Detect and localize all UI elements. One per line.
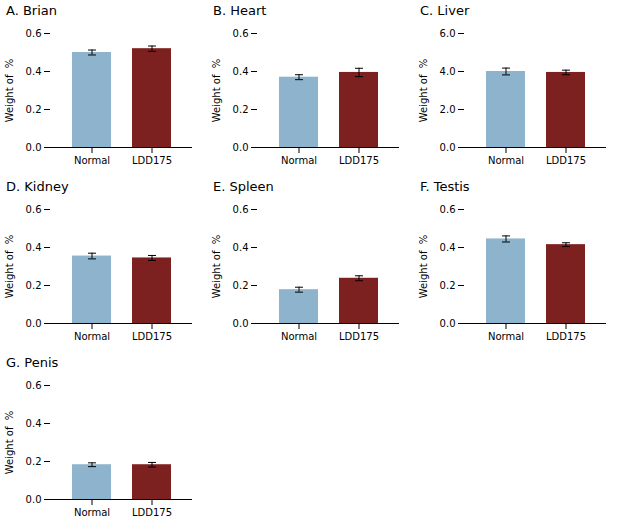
svg-text:Normal: Normal [488,155,524,166]
svg-text:0.6: 0.6 [26,204,42,215]
svg-text:LDD175: LDD175 [132,331,172,342]
html-text:E. Spleen: E. Spleen [213,179,274,194]
svg-text:4.0: 4.0 [440,66,456,77]
svg-text:0.2: 0.2 [440,280,456,291]
svg-text:Normal: Normal [281,331,317,342]
svg-text:0.6: 0.6 [233,28,249,39]
svg-text:0.0: 0.0 [26,142,42,153]
svg-text:Normal: Normal [74,331,110,342]
svg-text:0.4: 0.4 [440,242,456,253]
svg-text:Weight of %: Weight of % [4,411,15,475]
svg-text:0.2: 0.2 [26,456,42,467]
svg-text:0.6: 0.6 [26,28,42,39]
svg-text:0.2: 0.2 [26,104,42,115]
svg-text:0.4: 0.4 [26,66,42,77]
svg-text:LDD175: LDD175 [546,155,586,166]
svg-text:Weight of %: Weight of % [211,59,222,123]
svg-text:LDD175: LDD175 [132,155,172,166]
html-text:G. Penis: G. Penis [6,355,59,370]
svg-text:0.2: 0.2 [233,104,249,115]
svg-text:0.2: 0.2 [26,280,42,291]
svg-text:0.0: 0.0 [440,318,456,329]
svg-text:0.6: 0.6 [233,204,249,215]
svg-text:0.0: 0.0 [233,142,249,153]
svg-text:Weight of %: Weight of % [4,59,15,123]
html-text:D. Kidney: D. Kidney [6,179,69,194]
svg-text:Weight of %: Weight of % [211,235,222,299]
svg-text:LDD175: LDD175 [339,331,379,342]
svg-text:Weight of %: Weight of % [4,235,15,299]
svg-text:0.0: 0.0 [26,318,42,329]
svg-text:0.0: 0.0 [440,142,456,153]
html-text:C. Liver: C. Liver [420,3,470,18]
svg-text:6.0: 6.0 [440,28,456,39]
svg-text:Normal: Normal [488,331,524,342]
html-text:F. Testis: F. Testis [420,179,470,194]
svg-text:Normal: Normal [74,155,110,166]
svg-text:0.0: 0.0 [233,318,249,329]
svg-text:Weight of %: Weight of % [418,59,429,123]
svg-text:0.4: 0.4 [26,418,42,429]
svg-text:2.0: 2.0 [440,104,456,115]
html-text:B. Heart: B. Heart [213,3,267,18]
svg-text:0.4: 0.4 [26,242,42,253]
svg-text:Normal: Normal [74,507,110,518]
svg-text:Weight of %: Weight of % [418,235,429,299]
svg-text:0.0: 0.0 [26,494,42,505]
svg-text:0.4: 0.4 [233,66,249,77]
svg-text:LDD175: LDD175 [339,155,379,166]
svg-text:LDD175: LDD175 [546,331,586,342]
svg-text:Normal: Normal [281,155,317,166]
svg-text:0.4: 0.4 [233,242,249,253]
svg-text:LDD175: LDD175 [132,507,172,518]
svg-text:0.6: 0.6 [26,380,42,391]
svg-text:0.6: 0.6 [440,204,456,215]
html-text:A. Brian: A. Brian [6,3,57,18]
svg-text:0.2: 0.2 [233,280,249,291]
